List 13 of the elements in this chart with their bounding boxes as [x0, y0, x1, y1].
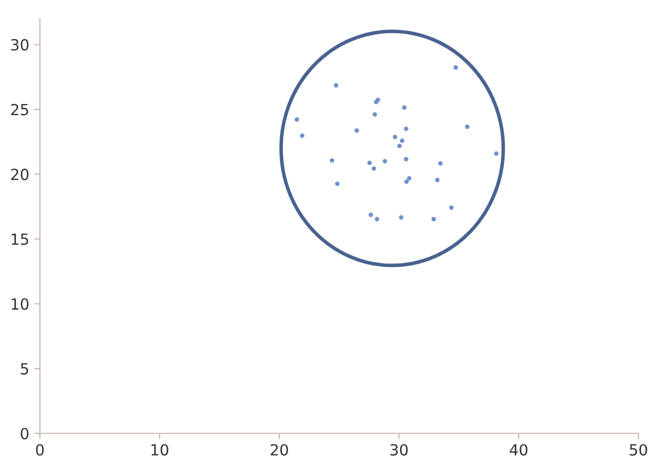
x-tick-label: 0: [36, 444, 44, 456]
y-tick-label: 5: [20, 363, 28, 375]
y-tick-label: 10: [12, 298, 28, 310]
y-tick-label: 30: [11, 39, 28, 51]
x-tick-label: 50: [630, 444, 648, 456]
x-tick-label: 40: [510, 444, 528, 456]
y-tick-label: 20: [11, 168, 28, 180]
y-tick-label: 25: [11, 104, 28, 116]
y-tick-label: 15: [12, 234, 28, 245]
y-tick-label: 0: [20, 428, 28, 440]
x-tick-label: 10: [152, 444, 168, 456]
x-tick-label: 20: [270, 444, 288, 456]
x-tick-label: 30: [390, 444, 408, 456]
